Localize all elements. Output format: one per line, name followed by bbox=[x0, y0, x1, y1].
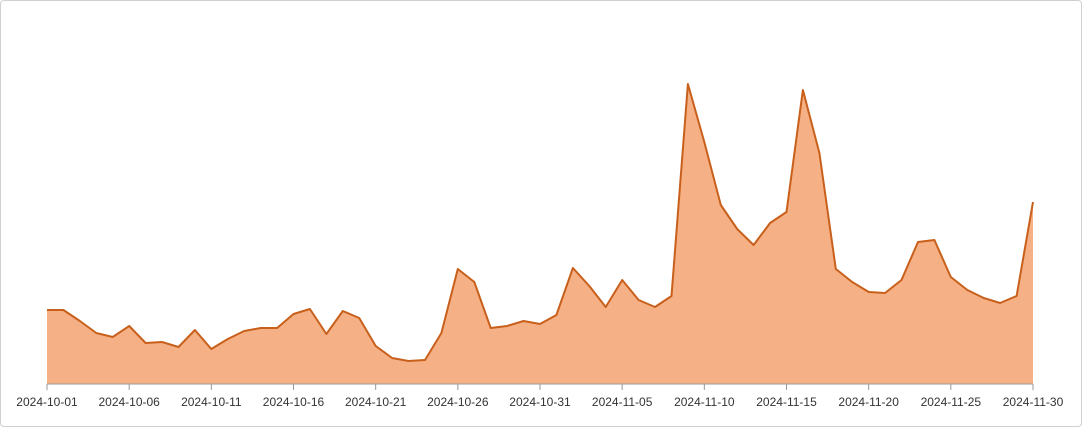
area-line bbox=[47, 83, 1034, 362]
x-tick-label: 2024-11-05 bbox=[592, 395, 653, 409]
x-tick-label: 2024-11-10 bbox=[674, 395, 735, 409]
x-tick-label: 2024-10-16 bbox=[263, 395, 325, 409]
x-tick-label: 2024-10-11 bbox=[181, 395, 242, 409]
x-tick-label: 2024-11-20 bbox=[838, 395, 899, 409]
x-tick-label: 2024-11-15 bbox=[756, 395, 817, 409]
x-tick-label: 2024-10-26 bbox=[427, 395, 489, 409]
x-tick-label: 2024-10-31 bbox=[509, 395, 571, 409]
area-fill bbox=[47, 84, 1033, 384]
x-tick-label: 2024-11-25 bbox=[921, 395, 982, 409]
x-tick-label: 2024-10-01 bbox=[16, 395, 78, 409]
x-tick-label: 2024-10-06 bbox=[98, 395, 160, 409]
x-tick-label: 2024-11-30 bbox=[1003, 395, 1064, 409]
x-tick-label: 2024-10-21 bbox=[345, 395, 407, 409]
